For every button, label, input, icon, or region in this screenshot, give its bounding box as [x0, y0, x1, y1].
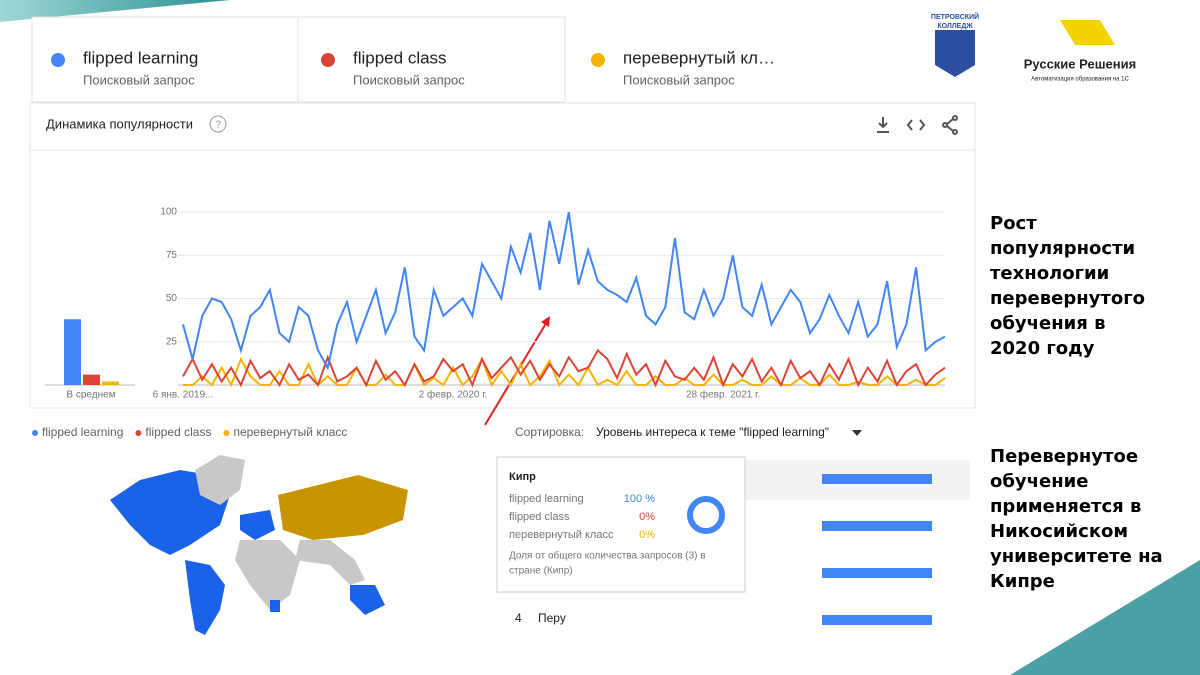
- brand-sub: Автоматизация образования на 1С: [1031, 77, 1129, 83]
- card-term: flipped class: [353, 48, 447, 67]
- x-tick-label: 2 февр. 2020 г.: [419, 389, 488, 401]
- note-line: Рост: [990, 213, 1037, 234]
- college-name: ПЕТРОВСКИЙ: [931, 12, 979, 21]
- panel-title: Динамика популярности: [46, 116, 193, 131]
- legend-dot: [135, 430, 142, 436]
- note-line: обучения в: [990, 313, 1106, 334]
- note-line: технологии: [990, 263, 1109, 284]
- legend-dot: [321, 53, 335, 67]
- tooltip-term: перевернутый класс: [509, 529, 614, 541]
- toolbar[interactable]: [877, 115, 958, 135]
- card-term: перевернутый кл…: [623, 48, 775, 67]
- note-line: Никосийском: [990, 521, 1128, 542]
- help-icon: ?: [215, 119, 221, 131]
- sort-label: Сортировка:: [515, 425, 584, 439]
- x-tick-label: 6 янв. 2019...: [153, 390, 214, 401]
- note-line: применяется в: [990, 496, 1141, 517]
- college-name: КОЛЛЕДЖ: [937, 23, 973, 30]
- table-bar: [822, 474, 932, 484]
- note-line: обучение: [990, 471, 1089, 492]
- table-bar: [822, 615, 932, 625]
- tooltip-note: стране (Кипр): [509, 566, 573, 577]
- tooltip-value: 0%: [639, 529, 655, 541]
- bar: [102, 381, 119, 385]
- legend-dot: [32, 430, 38, 436]
- tooltip-value: 0%: [639, 511, 655, 523]
- note-line: 2020 году: [990, 338, 1095, 359]
- y-tick-label: 25: [166, 336, 178, 347]
- world-map: [110, 455, 408, 635]
- tooltip-value: 100 %: [624, 493, 655, 505]
- tooltip-term: flipped class: [509, 511, 570, 523]
- legend-dot: [51, 53, 65, 67]
- y-tick-label: 100: [160, 207, 177, 218]
- sort-value[interactable]: Уровень интереса к теме "flipped learnin…: [596, 425, 829, 439]
- tooltip: [496, 456, 746, 593]
- dropdown[interactable]: [852, 430, 862, 436]
- crest: [935, 30, 975, 77]
- legend-dot: [223, 430, 230, 436]
- rank: 4: [515, 611, 522, 625]
- note-line: Кипре: [990, 571, 1055, 592]
- logos: [935, 20, 1115, 77]
- x-tick-label: В среднем: [66, 390, 115, 401]
- legend-label: flipped class: [145, 425, 211, 439]
- legend-label: flipped learning: [42, 425, 123, 439]
- x-tick-label: 28 февр. 2021 г.: [686, 389, 760, 401]
- country: Перу: [538, 611, 566, 625]
- brand-icon: [1060, 20, 1115, 45]
- card-subtitle: Поисковый запрос: [353, 72, 465, 87]
- tooltip-note: Доля от общего количества запросов (3) в: [509, 550, 706, 562]
- bar: [64, 319, 81, 385]
- card-term: flipped learning: [83, 48, 198, 67]
- line-series: [182, 348, 946, 388]
- line-series: [183, 356, 946, 388]
- legend-dot: [591, 53, 605, 67]
- bar: [83, 374, 100, 385]
- legend-label: перевернутый класс: [233, 425, 347, 439]
- note-line: перевернутого: [990, 288, 1145, 309]
- help-icon[interactable]: [209, 115, 227, 133]
- table-bar: [822, 568, 932, 578]
- note-line: Перевернутое: [990, 446, 1138, 467]
- tooltip-term: flipped learning: [509, 493, 584, 505]
- card-subtitle: Поисковый запрос: [623, 72, 735, 87]
- card-subtitle: Поисковый запрос: [83, 72, 195, 87]
- brand-name: Русские Решения: [1024, 56, 1136, 71]
- line-series: [182, 211, 946, 371]
- y-tick-label: 50: [166, 293, 178, 304]
- table-bar: [822, 521, 932, 531]
- tooltip-title: Кипр: [509, 471, 536, 483]
- note-line: университете на: [990, 546, 1163, 567]
- decor: [1010, 560, 1200, 675]
- arrow-head: [541, 316, 550, 327]
- y-tick-label: 75: [166, 250, 178, 261]
- note-line: популярности: [990, 238, 1135, 259]
- donut: [687, 496, 725, 534]
